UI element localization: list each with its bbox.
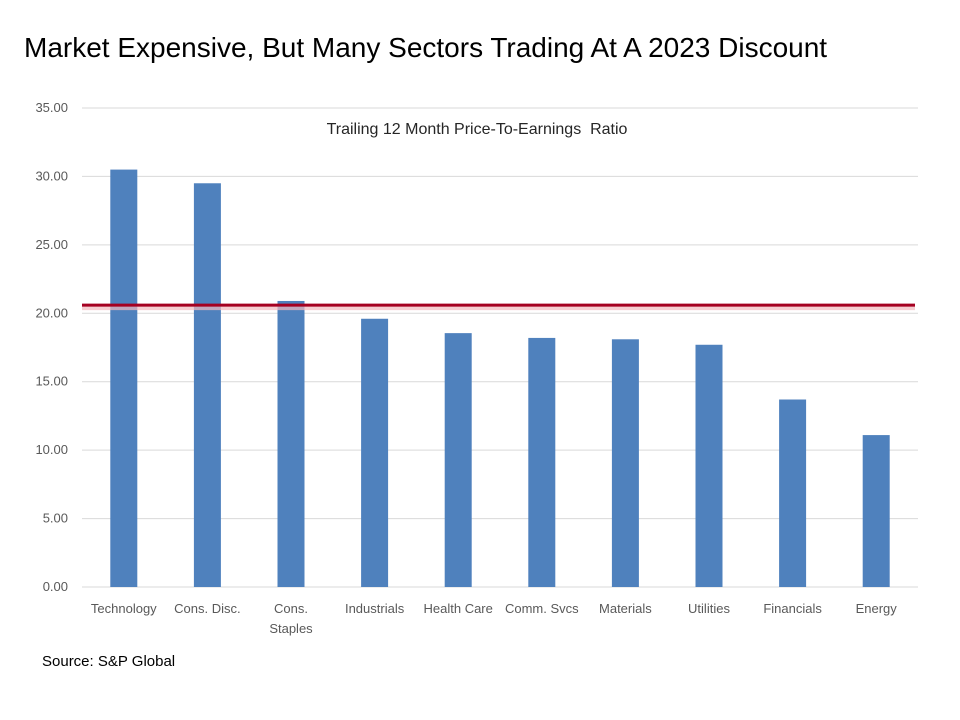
x-category-label: Cons. Staples [269,601,313,636]
bar [444,333,472,587]
bar [862,435,890,587]
chart-title: Trailing 12 Month Price-To-Earnings Rati… [327,121,628,138]
x-category-label: Health Care [424,601,493,616]
bar [361,318,389,587]
x-category-label: Technology [91,601,157,616]
reference-line-group [82,303,915,311]
y-tick-label: 25.00 [35,237,68,252]
y-tick-label: 20.00 [35,305,68,320]
y-tick-label: 0.00 [43,579,68,594]
bar [611,339,639,587]
y-tick-label: 5.00 [43,511,68,526]
y-tick-label: 15.00 [35,374,68,389]
x-category-label: Energy [856,601,898,616]
bar [779,399,807,587]
slide-title: Market Expensive, But Many Sectors Tradi… [24,32,828,63]
bar [110,169,138,588]
bars [110,169,890,588]
x-axis-labels: Technology Cons. Disc. Cons. Staples Industr… [91,601,897,636]
x-category-label: Financials [763,601,822,616]
bar [695,344,723,587]
y-tick-label: 35.00 [35,100,68,115]
x-category-label: Industrials [345,601,405,616]
y-tick-label: 30.00 [35,168,68,183]
y-tick-label: 10.00 [35,442,68,457]
bar [277,300,305,587]
x-category-label: Utilities [688,601,730,616]
bar [193,183,221,587]
x-category-label: Materials [599,601,652,616]
gridlines [82,107,918,588]
source-note: Source: S&P Global [42,653,176,670]
y-axis-ticks: 0.00 5.00 10.00 15.00 20.00 25.00 30.00 35.00 [35,100,68,594]
x-category-label: Comm. Svcs [505,601,579,616]
bar [528,337,556,587]
x-category-label: Cons. Disc. [174,601,240,616]
